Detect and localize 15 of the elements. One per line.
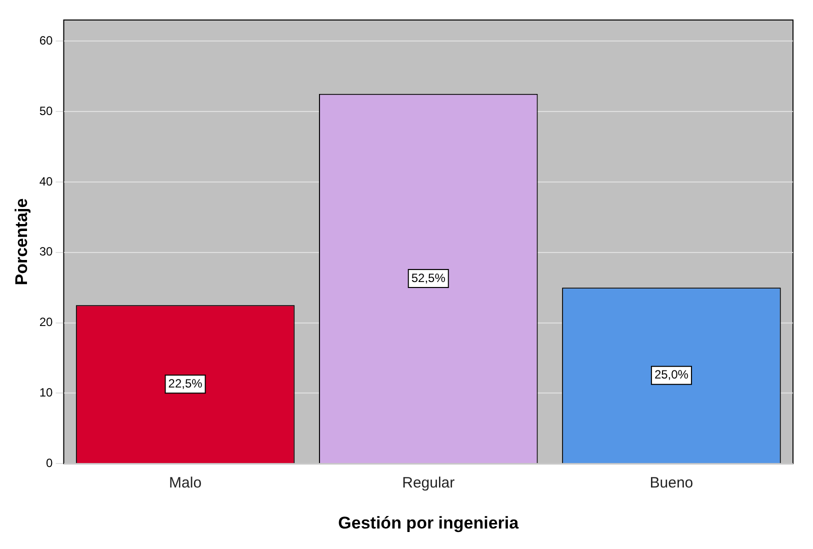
- x-tick-label: Malo: [169, 474, 202, 492]
- x-axis-title: Gestión por ingenieria: [338, 513, 520, 532]
- y-tick-label: 0: [46, 456, 54, 470]
- y-tick-label: 40: [39, 174, 54, 188]
- data-label: 52,5%: [411, 270, 446, 285]
- y-tick-label: 50: [39, 104, 54, 118]
- y-tick-label: 10: [39, 386, 54, 400]
- y-axis-title: Porcentaje: [12, 198, 31, 286]
- x-tick-label: Regular: [402, 474, 455, 492]
- y-tick-label: 20: [39, 315, 54, 330]
- y-tick-label: 60: [39, 33, 54, 48]
- y-tick-label: 30: [39, 244, 54, 259]
- x-tick-label: Bueno: [650, 474, 694, 492]
- data-label: 25,0%: [654, 368, 689, 382]
- data-label: 22,5%: [168, 376, 203, 390]
